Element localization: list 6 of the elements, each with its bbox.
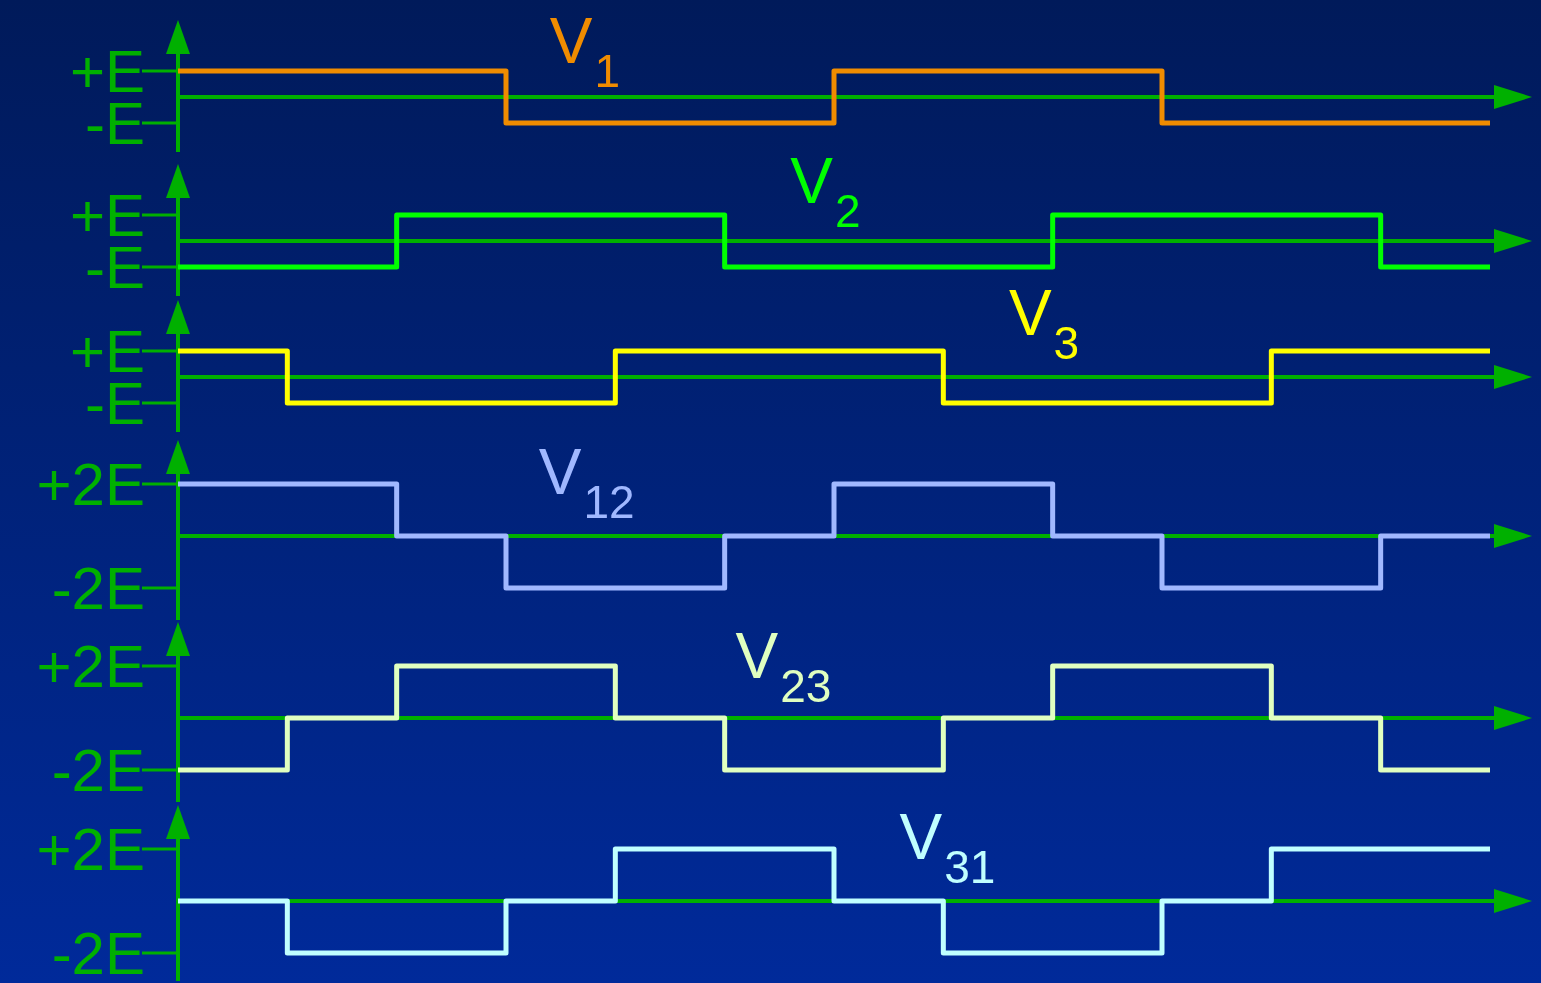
text: -2E bbox=[51, 919, 145, 983]
text: +2E bbox=[36, 450, 145, 518]
text: -2E bbox=[51, 554, 145, 622]
text: +2E bbox=[36, 815, 145, 883]
text: +2E bbox=[36, 632, 145, 700]
text: -2E bbox=[51, 736, 145, 804]
